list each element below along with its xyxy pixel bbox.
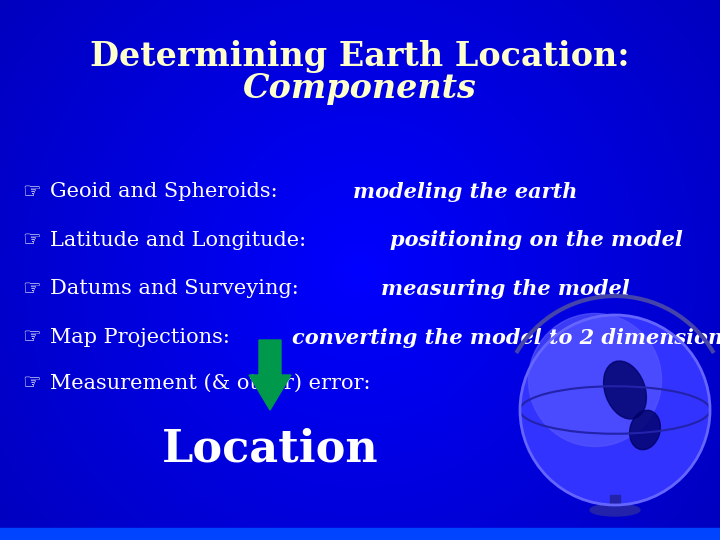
Text: Components: Components — [243, 72, 477, 105]
Text: Determining Earth Location:: Determining Earth Location: — [90, 40, 630, 73]
Bar — [610, 495, 620, 510]
Text: ☞: ☞ — [22, 181, 41, 202]
Text: modeling the earth: modeling the earth — [354, 181, 577, 202]
Text: converting the model to 2 dimensions: converting the model to 2 dimensions — [292, 327, 720, 348]
FancyArrow shape — [249, 340, 291, 410]
Circle shape — [528, 314, 662, 447]
Text: ☞: ☞ — [22, 327, 41, 348]
Ellipse shape — [603, 361, 647, 419]
Text: ☞: ☞ — [22, 373, 41, 394]
Text: measuring the model: measuring the model — [380, 279, 629, 299]
Circle shape — [520, 315, 710, 505]
Text: Measurement (& other) error:: Measurement (& other) error: — [50, 374, 371, 393]
Text: ☞: ☞ — [22, 279, 41, 299]
Text: Map Projections:: Map Projections: — [50, 328, 236, 347]
Text: positioning on the model: positioning on the model — [390, 230, 683, 251]
Bar — [0, 528, 720, 540]
Text: Geoid and Spheroids:: Geoid and Spheroids: — [50, 182, 284, 201]
Ellipse shape — [629, 410, 660, 450]
Ellipse shape — [590, 504, 640, 516]
Text: Location: Location — [162, 428, 378, 471]
Text: Latitude and Longitude:: Latitude and Longitude: — [50, 231, 312, 250]
Text: Datums and Surveying:: Datums and Surveying: — [50, 279, 305, 299]
Text: ☞: ☞ — [22, 230, 41, 251]
